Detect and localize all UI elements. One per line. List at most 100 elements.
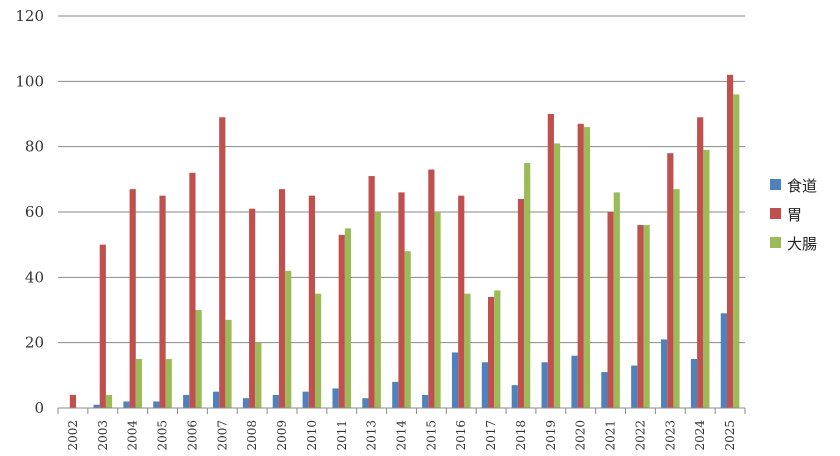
x-tick-label: 2016 bbox=[454, 420, 468, 451]
bar-胃-2005 bbox=[159, 195, 166, 408]
bar-胃-2023 bbox=[667, 153, 674, 408]
bar-食道-2014 bbox=[392, 381, 399, 408]
bar-食道-2024 bbox=[690, 359, 698, 408]
x-tick-label: 2015 bbox=[424, 420, 438, 451]
bar-胃-2009 bbox=[278, 189, 286, 408]
legend-label-胃: 胃 bbox=[787, 206, 802, 224]
bar-食道-2004 bbox=[123, 401, 130, 408]
bar-胃-2006 bbox=[189, 172, 196, 408]
bar-胃-2017 bbox=[488, 296, 495, 408]
bar-大腸-2008 bbox=[255, 342, 262, 408]
x-tick-label: 2008 bbox=[245, 420, 259, 451]
y-tick-label: 40 bbox=[25, 268, 44, 286]
bar-大腸-2003 bbox=[105, 394, 113, 408]
bar-食道-2023 bbox=[661, 339, 668, 408]
bar-大腸-2004 bbox=[135, 359, 142, 408]
x-tick-label: 2002 bbox=[66, 420, 80, 451]
x-tick-label: 2004 bbox=[126, 420, 140, 451]
y-tick-label: 0 bbox=[34, 399, 44, 417]
bar-食道-2025 bbox=[720, 313, 727, 408]
y-tick-label: 20 bbox=[25, 334, 44, 352]
bar-大腸-2014 bbox=[404, 251, 411, 408]
bar-胃-2014 bbox=[398, 192, 405, 408]
bar-大腸-2025 bbox=[733, 94, 740, 409]
bar-食道-2021 bbox=[601, 372, 608, 408]
legend-label-大腸: 大腸 bbox=[787, 235, 817, 253]
bar-胃-2018 bbox=[517, 198, 525, 408]
bar-大腸-2020 bbox=[583, 127, 591, 409]
bar-胃-2011 bbox=[338, 234, 345, 408]
x-tick-label: 2009 bbox=[275, 420, 289, 451]
legend-swatch-食道 bbox=[770, 179, 781, 190]
bar-食道-2022 bbox=[631, 365, 638, 408]
bar-胃-2004 bbox=[129, 189, 136, 408]
bar-食道-2006 bbox=[183, 394, 190, 408]
x-tick-label: 2003 bbox=[96, 420, 110, 451]
bar-大腸-2007 bbox=[225, 319, 232, 408]
bar-食道-2019 bbox=[541, 362, 548, 408]
bar-食道-2010 bbox=[302, 391, 309, 408]
bar-大腸-2019 bbox=[553, 143, 561, 408]
bar-食道-2016 bbox=[451, 352, 459, 408]
bar-大腸-2005 bbox=[165, 359, 172, 408]
bar-胃-2019 bbox=[547, 114, 554, 408]
bar-胃-2003 bbox=[99, 244, 106, 408]
bar-食道-2011 bbox=[332, 388, 339, 408]
bar-食道-2013 bbox=[362, 398, 369, 408]
bar-大腸-2011 bbox=[344, 228, 352, 408]
bar-食道-2009 bbox=[272, 394, 279, 408]
x-axis-ticks: 2002 2003 2004 2005 2006 2007 2008 2009 2010 2011… bbox=[66, 420, 737, 451]
x-tick-label: 2025 bbox=[723, 420, 737, 451]
bar-大腸-2010 bbox=[314, 293, 322, 408]
x-tick-label: 2013 bbox=[365, 420, 379, 451]
x-tick-label: 2014 bbox=[395, 420, 409, 451]
bar-胃-2010 bbox=[308, 195, 315, 408]
bar-食道-2020 bbox=[571, 355, 578, 408]
legend-swatch-大腸 bbox=[770, 237, 781, 248]
x-tick-label: 2011 bbox=[335, 420, 349, 451]
bar-食道-2003 bbox=[93, 404, 100, 408]
bar-大腸-2009 bbox=[285, 270, 292, 408]
bar-大腸-2006 bbox=[195, 310, 202, 408]
bar-胃-2007 bbox=[219, 117, 226, 409]
bar-胃-2022 bbox=[637, 225, 644, 408]
y-tick-label: 60 bbox=[25, 203, 44, 221]
bar-大腸-2024 bbox=[703, 149, 710, 408]
bar-大腸-2022 bbox=[643, 225, 650, 408]
x-tick-label: 2010 bbox=[305, 420, 319, 451]
x-axis bbox=[57, 407, 746, 414]
bar-大腸-2013 bbox=[374, 212, 381, 408]
legend-label-食道: 食道 bbox=[787, 177, 817, 195]
bar-大腸-2021 bbox=[613, 192, 620, 408]
bar-食道-2005 bbox=[153, 401, 160, 408]
bar-食道-2017 bbox=[481, 362, 489, 408]
bar-食道-2008 bbox=[242, 398, 250, 408]
y-tick-label: 80 bbox=[25, 138, 44, 156]
bar-胃-2024 bbox=[697, 117, 704, 409]
bar-胃-2025 bbox=[726, 74, 734, 409]
bar-胃-2008 bbox=[249, 208, 256, 408]
x-tick-label: 2018 bbox=[514, 420, 528, 451]
bar-胃-2013 bbox=[368, 176, 375, 408]
bar-大腸-2018 bbox=[524, 163, 531, 408]
x-tick-label: 2007 bbox=[215, 420, 229, 451]
bar-大腸-2015 bbox=[434, 212, 441, 408]
x-tick-label: 2024 bbox=[693, 420, 707, 451]
bar-大腸-2016 bbox=[464, 293, 471, 408]
x-tick-label: 2006 bbox=[185, 420, 199, 451]
x-tick-label: 2021 bbox=[604, 420, 618, 451]
bar-胃-2016 bbox=[458, 195, 465, 408]
bar-大腸-2017 bbox=[494, 290, 501, 408]
y-tick-label: 120 bbox=[15, 7, 44, 25]
bar-食道-2015 bbox=[422, 394, 429, 408]
bar-大腸-2023 bbox=[673, 189, 680, 408]
x-tick-label: 2023 bbox=[663, 420, 677, 451]
bar-食道-2007 bbox=[212, 391, 220, 408]
x-tick-label: 2005 bbox=[156, 420, 170, 451]
bar-胃-2020 bbox=[577, 123, 584, 409]
bar-食道-2018 bbox=[511, 385, 518, 408]
bars bbox=[69, 74, 740, 409]
bar-胃-2002 bbox=[69, 394, 77, 408]
